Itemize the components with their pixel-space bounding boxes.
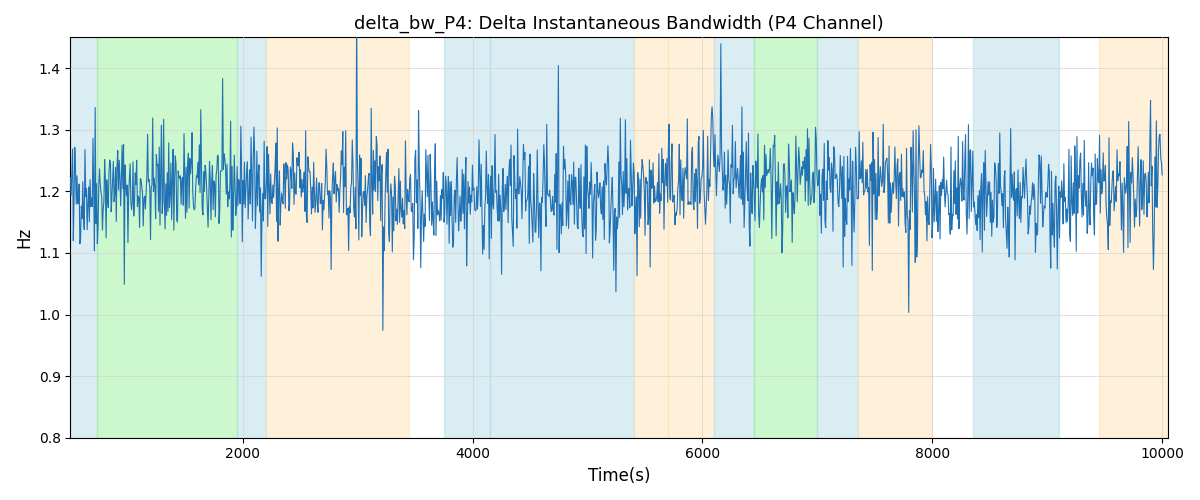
Bar [714, 38, 755, 438]
Bar [265, 38, 409, 438]
Title: delta_bw_P4: Delta Instantaneous Bandwidth (P4 Channel): delta_bw_P4: Delta Instantaneous Bandwid… [354, 15, 884, 34]
X-axis label: Time(s): Time(s) [588, 467, 650, 485]
Bar [755, 38, 817, 438]
Bar [97, 38, 238, 438]
Bar [490, 38, 634, 438]
Y-axis label: Hz: Hz [14, 227, 32, 248]
Bar [238, 38, 265, 438]
Bar [972, 38, 1058, 438]
Bar [444, 38, 490, 438]
Bar [71, 38, 97, 438]
Bar [858, 38, 932, 438]
Bar [817, 38, 858, 438]
Bar [1099, 38, 1168, 438]
Bar [634, 38, 668, 438]
Bar [668, 38, 714, 438]
